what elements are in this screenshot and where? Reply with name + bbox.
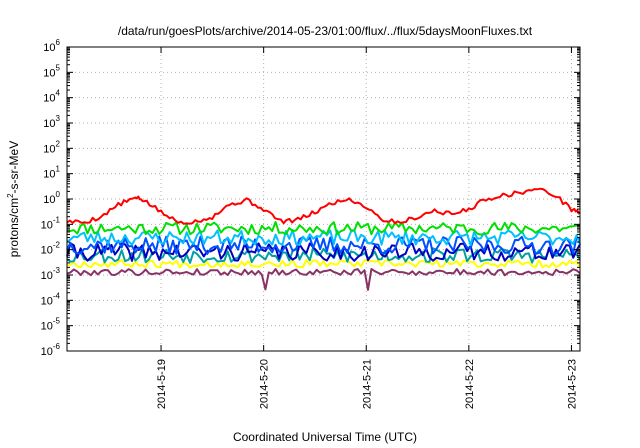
y-tick-label: 10-6 xyxy=(41,342,61,358)
x-tick-label: 2014-5-22 xyxy=(464,359,476,409)
y-tick-label: 10-3 xyxy=(41,266,61,282)
y-axis-label: protons/cm2-s-sr-MeV xyxy=(6,141,21,257)
x-tick-label: 2014-5-20 xyxy=(259,359,271,409)
series-line xyxy=(66,229,581,247)
series-line xyxy=(66,221,581,236)
y-tick-label: 10-1 xyxy=(41,215,61,231)
chart-title: /data/run/goesPlots/archive/2014-05-23/0… xyxy=(118,24,533,38)
y-tick-label: 103 xyxy=(43,114,60,130)
x-axis-label: Coordinated Universal Time (UTC) xyxy=(233,430,417,444)
x-tick-label: 2014-5-21 xyxy=(361,359,373,409)
y-tick-label: 10-5 xyxy=(41,317,61,333)
data-series xyxy=(66,187,581,291)
y-tick-label: 101 xyxy=(43,165,60,181)
series-line xyxy=(66,268,581,291)
grid-lines xyxy=(67,47,580,351)
y-axis-ticks: 10-6 10-5 10-4 10-3 10-2 10-1 100 101 102 103 104 1… xyxy=(41,38,580,358)
y-tick-label: 102 xyxy=(43,139,60,155)
series-line xyxy=(66,235,581,255)
y-tick-label: 10-4 xyxy=(41,291,61,307)
x-axis-ticks: 2014-5-19 2014-5-20 2014-5-21 2014-5-22 2014… xyxy=(156,47,578,409)
series-line xyxy=(66,242,581,262)
series-line xyxy=(66,187,581,225)
series-line xyxy=(66,259,581,269)
y-tick-label: 10-2 xyxy=(41,241,61,257)
y-tick-label: 100 xyxy=(43,190,60,206)
y-tick-label: 104 xyxy=(43,89,60,105)
y-tick-label: 106 xyxy=(43,38,60,54)
y-tick-label: 105 xyxy=(43,63,60,79)
x-tick-label: 2014-5-19 xyxy=(156,359,168,409)
x-tick-label: 2014-5-23 xyxy=(566,359,578,409)
